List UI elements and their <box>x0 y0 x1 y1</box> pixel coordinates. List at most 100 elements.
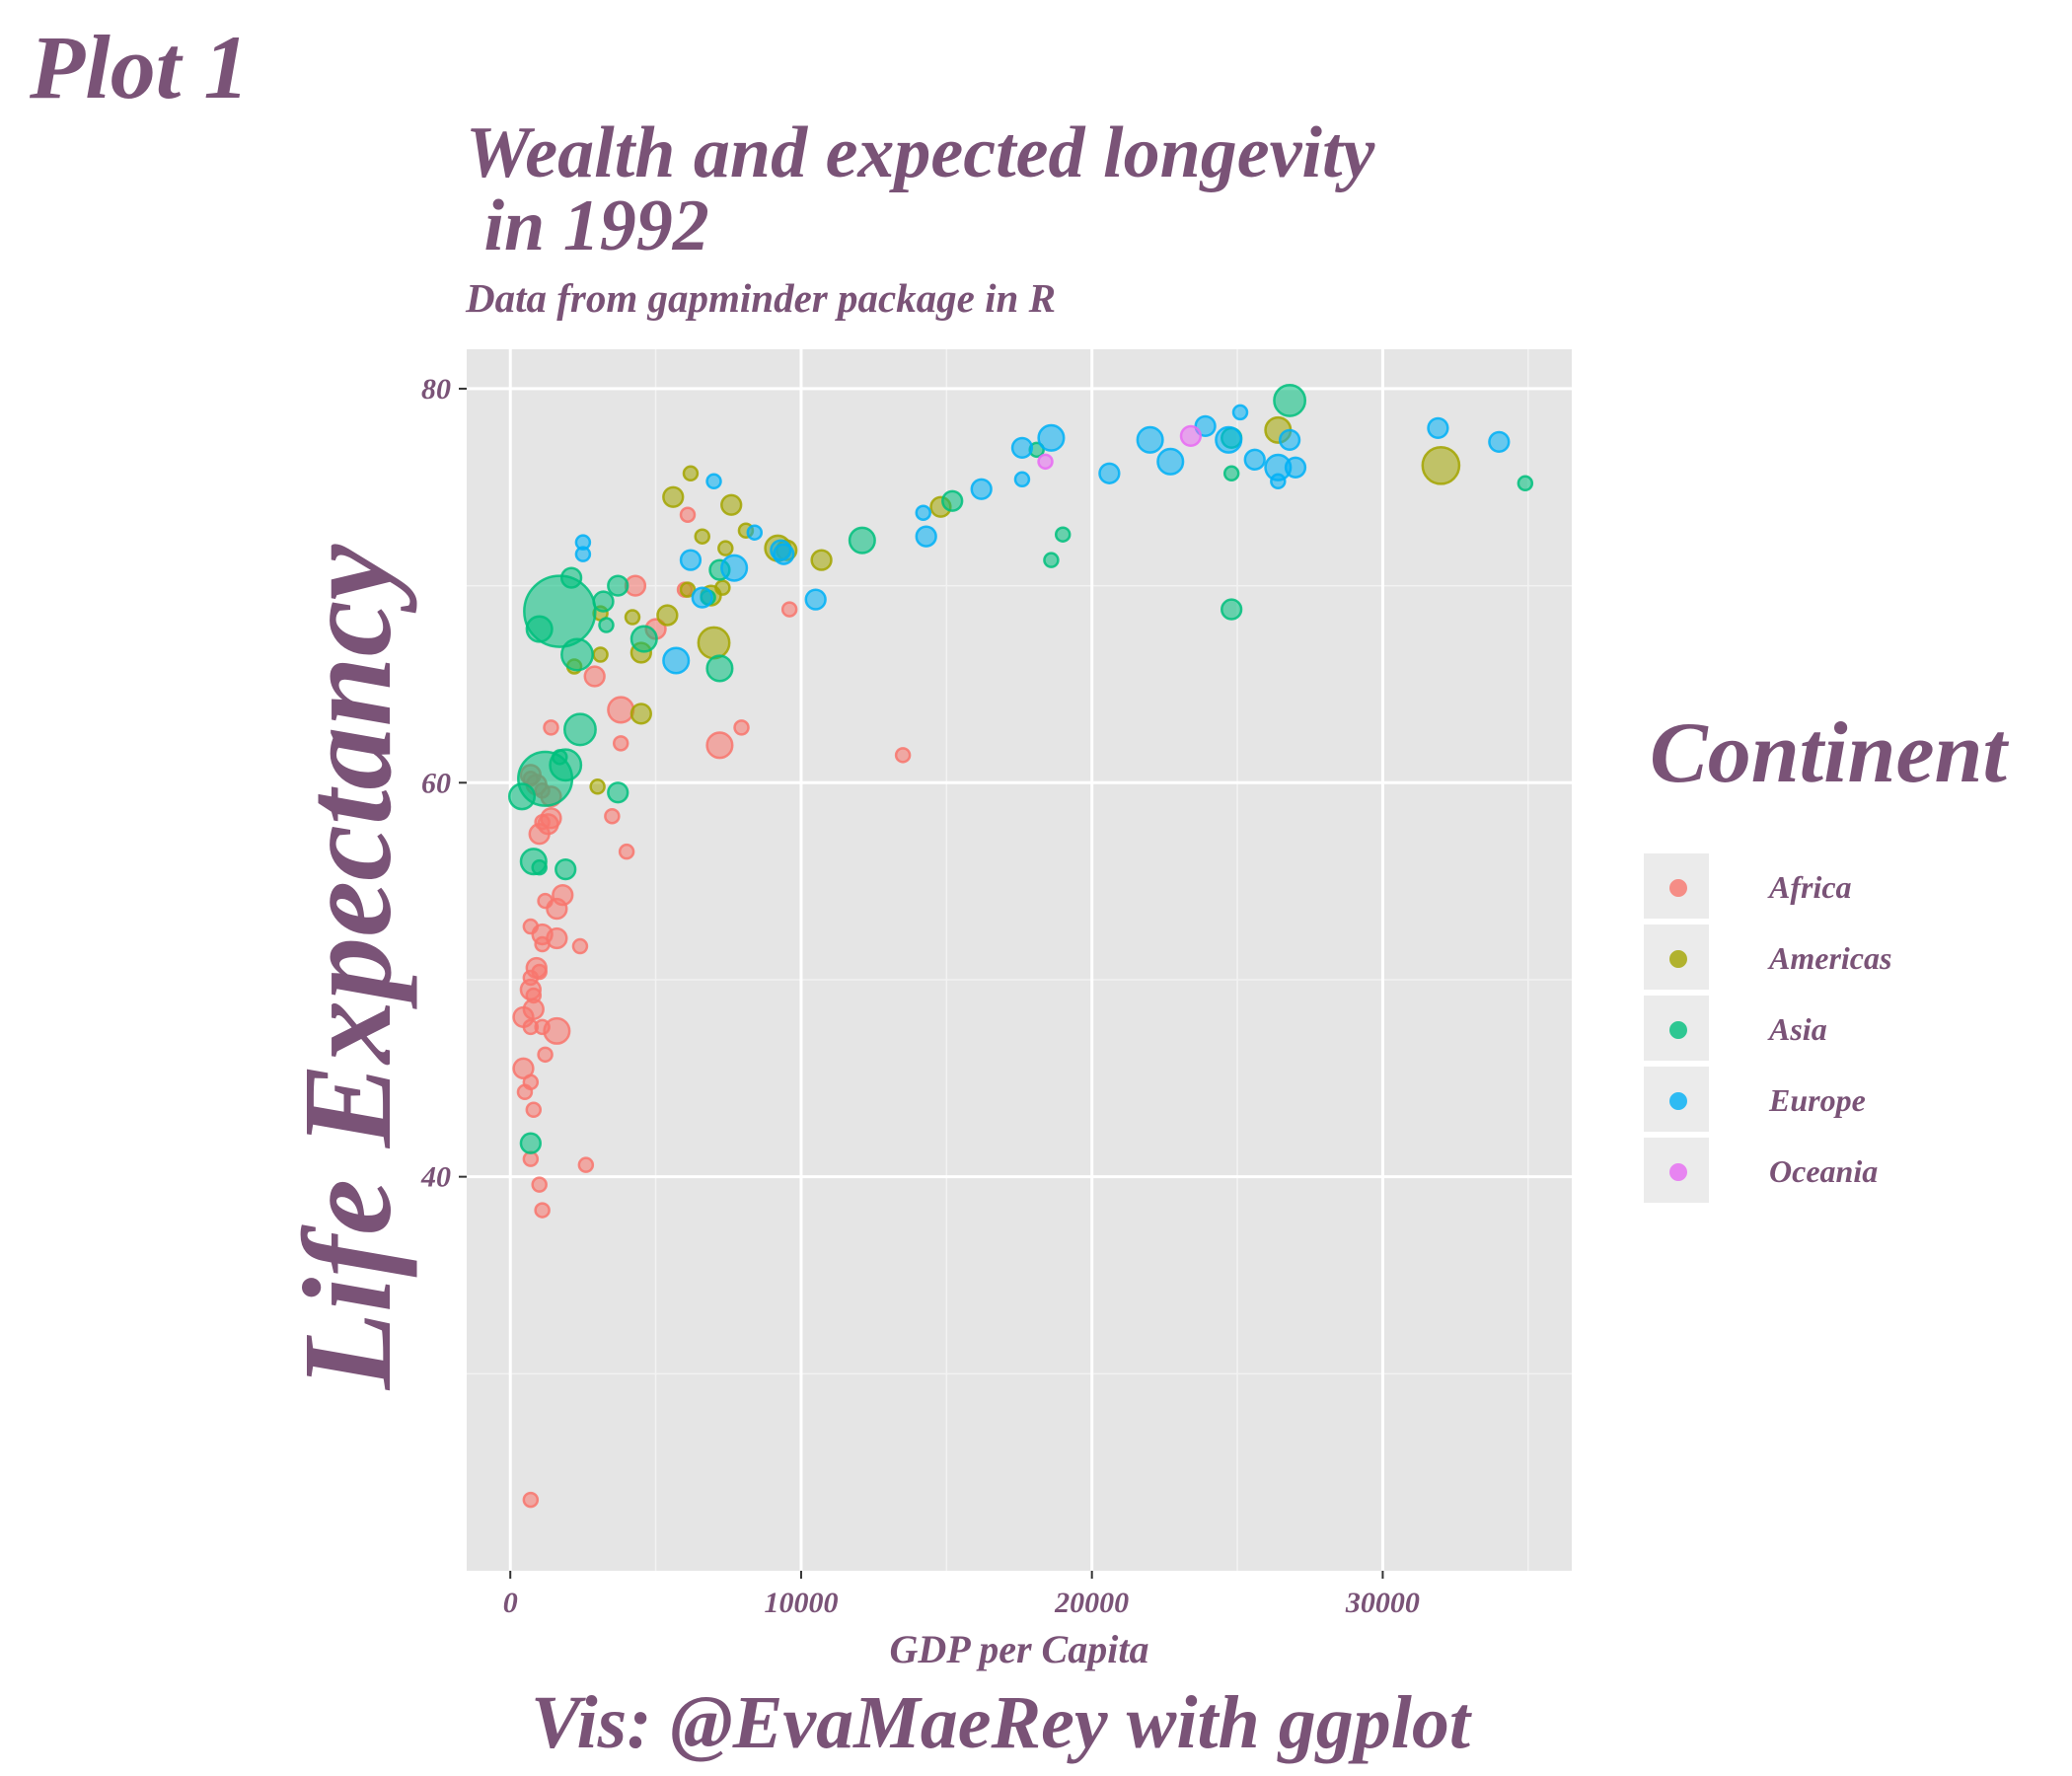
data-point-asia <box>1273 383 1307 417</box>
data-point-asia <box>562 712 597 747</box>
data-point-europe <box>915 504 931 521</box>
data-point-africa <box>607 696 635 724</box>
data-point-africa <box>512 1057 535 1079</box>
data-point-asia <box>941 489 964 512</box>
data-point-americas <box>714 579 731 596</box>
data-point-africa <box>537 892 554 910</box>
data-point-europe <box>773 543 795 565</box>
data-point-asia <box>607 574 629 597</box>
data-point-asia <box>519 1132 542 1154</box>
data-point-africa <box>894 747 912 764</box>
x-tick-label: 20000 <box>1054 1587 1129 1619</box>
data-point-africa <box>546 926 568 950</box>
chart-subtitle: Data from gapminder package in R <box>466 275 1056 321</box>
data-point-africa <box>577 1156 595 1173</box>
panel-background <box>467 349 1572 1571</box>
data-point-europe <box>1037 423 1066 452</box>
data-point-africa <box>604 807 621 825</box>
data-point-europe <box>1270 473 1287 490</box>
data-point-europe <box>804 588 827 611</box>
x-tick-label: 0 <box>503 1587 518 1619</box>
data-point-europe <box>1427 416 1449 440</box>
data-point-asia <box>555 857 577 881</box>
legend-label-oceania: Oceania <box>1769 1153 1879 1189</box>
data-point-americas <box>662 485 685 508</box>
data-point-africa <box>733 719 750 736</box>
data-point-europe <box>1010 436 1034 459</box>
data-point-asia <box>592 590 615 613</box>
data-point-europe <box>1013 471 1031 488</box>
data-point-americas <box>589 778 606 795</box>
data-point-africa <box>531 963 548 981</box>
x-axis-label: GDP per Capita <box>890 1627 1149 1671</box>
data-point-africa <box>534 1202 551 1219</box>
legend-label-asia: Asia <box>1769 1011 1827 1047</box>
data-point-africa <box>705 731 734 760</box>
legend-key-asia <box>1644 996 1709 1061</box>
data-point-europe <box>1243 448 1266 471</box>
data-point-europe <box>1136 425 1164 454</box>
data-point-americas <box>697 626 731 660</box>
data-point-asia <box>1054 526 1072 543</box>
data-point-asia <box>629 625 658 653</box>
data-point-asia <box>531 858 548 876</box>
data-point-europe <box>574 534 592 551</box>
x-tick-label: 10000 <box>764 1587 838 1619</box>
y-tick-label: 40 <box>420 1161 451 1194</box>
data-point-africa <box>543 719 559 736</box>
data-points <box>507 383 1534 1509</box>
axis-ticks: 0 10000 20000 30000 40 60 80 <box>420 373 1420 1619</box>
data-point-americas <box>717 540 734 556</box>
data-point-africa <box>583 665 606 688</box>
grid-lines <box>467 349 1572 1571</box>
data-point-oceania <box>1037 453 1054 471</box>
data-point-europe <box>679 549 703 571</box>
data-point-europe <box>1278 428 1301 452</box>
y-axis-label: Life Expectancy <box>277 544 417 1391</box>
data-point-americas <box>624 609 641 626</box>
plot-label: Plot 1 <box>30 17 250 117</box>
data-point-americas <box>592 646 609 663</box>
data-point-americas <box>656 604 679 627</box>
data-point-americas <box>629 703 652 725</box>
data-point-asia <box>607 781 629 804</box>
data-point-europe <box>1284 456 1307 479</box>
data-point-europe <box>705 473 722 490</box>
data-point-africa <box>552 883 574 907</box>
data-point-asia <box>705 654 734 683</box>
data-point-americas <box>1421 445 1461 485</box>
data-point-oceania <box>1179 424 1203 448</box>
data-point-europe <box>720 554 749 582</box>
data-point-asia <box>1043 552 1060 568</box>
data-point-africa <box>531 1176 548 1193</box>
data-point-asia <box>1222 465 1240 482</box>
data-point-europe <box>691 586 713 609</box>
chart-caption: Vis: @EvaMaeRey with ggplot <box>531 1681 1471 1764</box>
data-point-americas <box>694 528 710 545</box>
legend-key-europe <box>1644 1067 1709 1132</box>
data-point-asia <box>1517 475 1534 492</box>
data-point-europe <box>970 478 993 500</box>
data-point-africa <box>612 735 629 752</box>
data-point-europe <box>1098 462 1121 484</box>
data-point-europe <box>1488 430 1511 453</box>
data-point-asia <box>559 566 583 589</box>
data-point-americas <box>810 549 833 571</box>
data-point-africa <box>522 918 540 935</box>
data-point-europe <box>746 524 764 541</box>
data-point-europe <box>662 646 691 675</box>
data-point-africa <box>618 843 635 860</box>
chart-title: Wealth and expected longevity in 1992 <box>466 112 1375 266</box>
legend-label-americas: Americas <box>1769 940 1892 976</box>
data-point-africa <box>534 813 551 831</box>
legend-key-africa <box>1644 853 1709 919</box>
data-point-africa <box>525 1101 543 1119</box>
data-point-americas <box>682 465 700 482</box>
data-point-americas <box>720 493 743 516</box>
data-point-asia <box>598 617 615 633</box>
y-tick-label: 80 <box>421 373 451 406</box>
data-point-asia <box>525 615 554 643</box>
data-point-asia <box>1221 598 1243 621</box>
legend-label-africa: Africa <box>1769 869 1852 905</box>
data-point-europe <box>1231 404 1249 421</box>
